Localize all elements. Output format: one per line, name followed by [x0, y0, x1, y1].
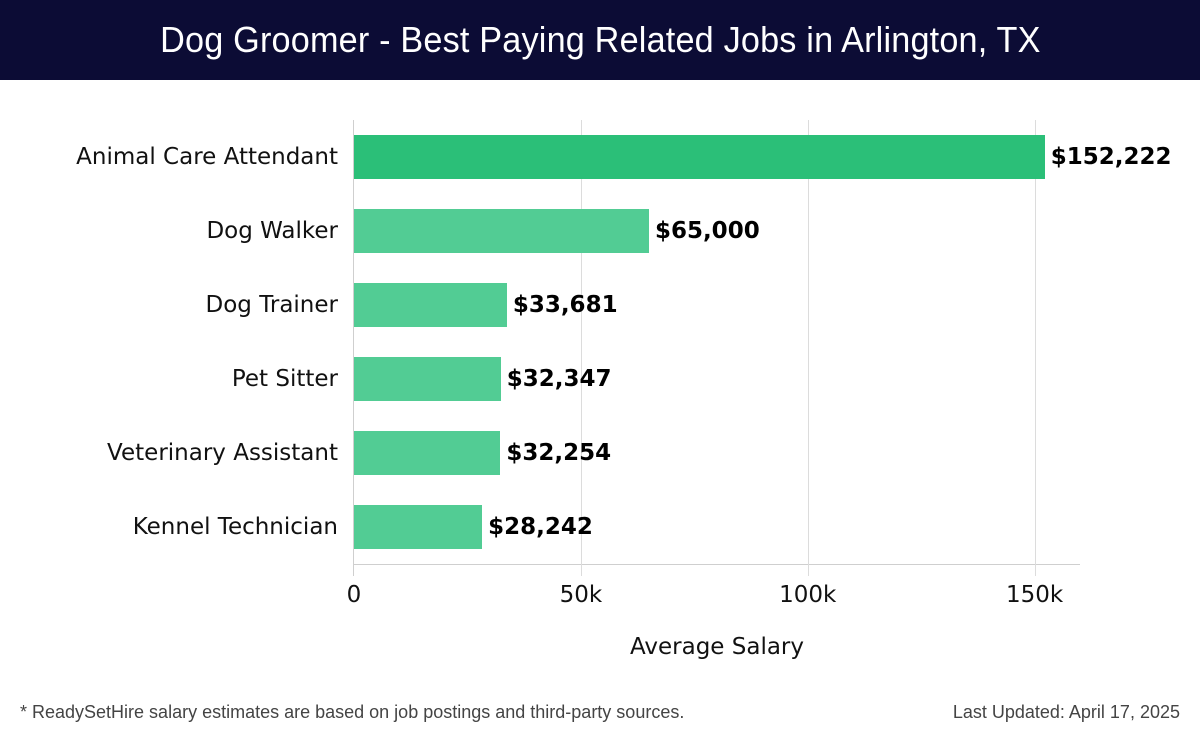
bar: [354, 505, 483, 549]
bar-value-label: $32,254: [506, 440, 612, 466]
category-label: Pet Sitter: [231, 366, 338, 392]
last-updated: Last Updated: April 17, 2025: [952, 702, 1180, 722]
y-axis-line: [353, 120, 354, 576]
bar: [354, 357, 501, 401]
x-tick-label: 100k: [779, 582, 837, 608]
gridline: [807, 120, 809, 576]
category-label: Kennel Technician: [132, 514, 338, 540]
bar-value-label: $65,000: [654, 218, 760, 244]
x-tick-label: 50k: [559, 582, 603, 608]
bar-value-label: $152,222: [1050, 144, 1172, 170]
category-label: Dog Walker: [206, 218, 338, 244]
gridline: [1034, 120, 1036, 576]
chart-header: Dog Groomer - Best Paying Related Jobs i…: [0, 0, 1200, 80]
category-label: Veterinary Assistant: [107, 440, 338, 466]
x-axis-title: Average Salary: [629, 634, 805, 660]
x-tick-label: 150k: [1006, 582, 1064, 608]
category-label: Dog Trainer: [205, 292, 339, 318]
bar: [354, 431, 501, 475]
plot-area: $152,222 $65,000 $33,681 $32,347 $32,254 $28,…: [353, 120, 1171, 576]
bar-value-label: $28,242: [488, 514, 593, 540]
chart-title: Dog Groomer - Best Paying Related Jobs i…: [159, 19, 1041, 60]
bar: [354, 135, 1045, 179]
bar-value-label: $32,347: [506, 366, 612, 392]
x-axis-line: [354, 564, 1080, 565]
footnote: * ReadySetHire salary estimates are base…: [20, 702, 685, 722]
bar-value-label: $33,681: [512, 292, 618, 318]
bar: [354, 283, 507, 327]
category-label: Animal Care Attendant: [76, 144, 338, 170]
bar: [354, 209, 649, 253]
gridline: [580, 120, 582, 576]
x-tick-label: 0: [346, 582, 362, 608]
